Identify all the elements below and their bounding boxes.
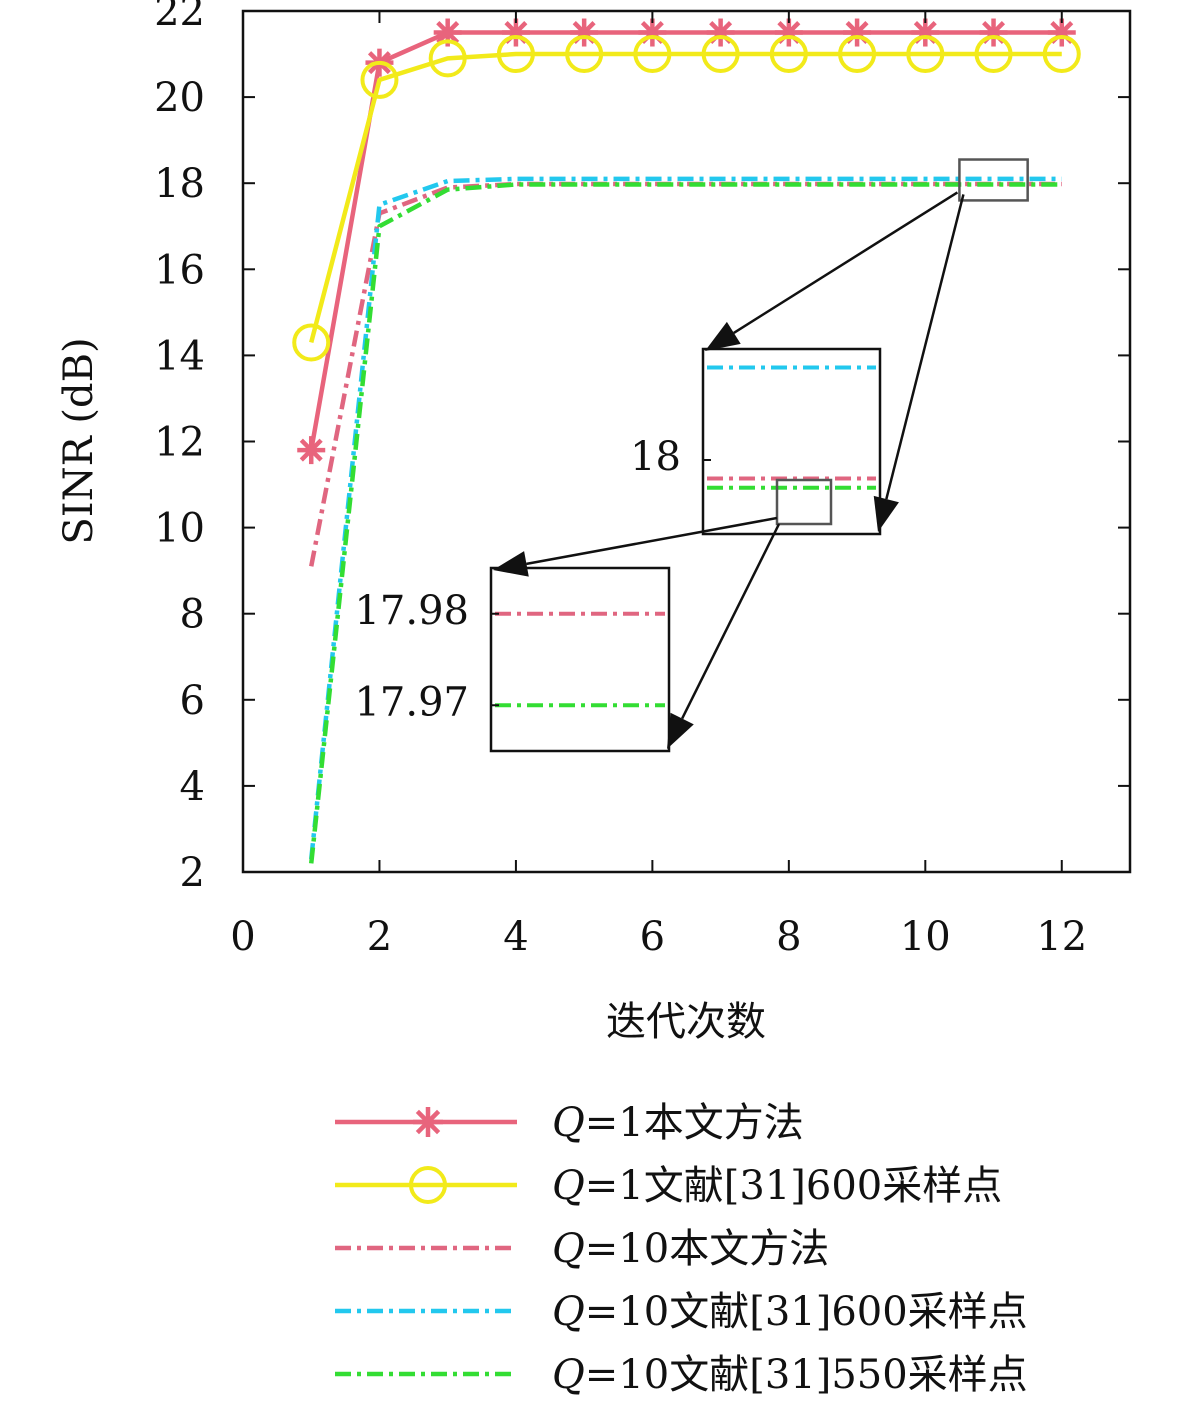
axis-ticks-group (242, 10, 1130, 873)
legend-label-text: =1本文方法 (585, 1100, 804, 1146)
legend-item-4: Q=10文献[31]600采样点 (335, 1289, 1028, 1335)
asterisk-marker-stroke (415, 1109, 441, 1135)
legend-label: Q=10本文方法 (552, 1226, 829, 1272)
series-line-1 (309, 30, 1062, 451)
y-tick-label: 22 (154, 0, 205, 35)
y-tick-label: 20 (154, 75, 205, 121)
zoom-inset-2-box (489, 566, 671, 753)
legend-label: Q=10文献[31]600采样点 (552, 1289, 1028, 1335)
y-tick-label: 14 (154, 333, 205, 379)
legend: Q=1本文方法Q=1文献[31]600采样点Q=10本文方法Q=10文献[31]… (335, 1100, 1028, 1398)
asterisk-marker-stroke (436, 21, 460, 45)
y-tick-label: 8 (180, 592, 205, 638)
x-tick-label: 10 (900, 914, 951, 960)
series-2-point-marker (974, 35, 1013, 74)
legend-label-text: =1文献[31]600采样点 (585, 1163, 1002, 1209)
legend-label-text: =10文献[31]600采样点 (585, 1289, 1028, 1335)
legend-circle-marker (409, 1166, 447, 1204)
y-tick-label: 16 (154, 247, 205, 293)
legend-label-text: =10本文方法 (585, 1226, 829, 1272)
zoom-arrow (493, 516, 778, 577)
zoom-arrow (667, 523, 781, 749)
legend-label: Q=1本文方法 (552, 1100, 804, 1146)
legend-label-text: =10文献[31]550采样点 (585, 1352, 1028, 1398)
series-2-point-marker (292, 323, 331, 362)
x-tick-label: 6 (640, 914, 665, 960)
y-tick-label: 6 (180, 678, 205, 724)
legend-label: Q=1文献[31]600采样点 (552, 1163, 1002, 1209)
y-tick-label: 18 (154, 161, 205, 207)
zoom-arrow-shaft (681, 523, 781, 720)
zoom-arrow (705, 191, 959, 351)
series-line-4 (308, 176, 1062, 860)
series-2-point-marker (428, 39, 467, 78)
zoom-arrow-head (493, 551, 529, 577)
legend-item-1: Q=1本文方法 (335, 1100, 804, 1146)
legend-item-5: Q=10文献[31]550采样点 (335, 1352, 1028, 1398)
x-tick-label: 4 (503, 914, 528, 960)
legend-label-variable: Q (552, 1289, 585, 1335)
legend-label-variable: Q (552, 1226, 585, 1272)
series-2-point-marker (360, 60, 399, 99)
series-2-point-marker (1042, 35, 1081, 74)
x-tick-label: 2 (367, 914, 392, 960)
zoom-arrow-shaft (885, 194, 965, 500)
series-1-point-marker (297, 436, 326, 465)
zoom-arrow-shaft (526, 516, 778, 566)
y-axis-title: SINR (dB) (56, 337, 102, 544)
legend-label-variable: Q (552, 1100, 585, 1146)
y-tick-label: 2 (180, 850, 205, 896)
plot-frame (241, 9, 1132, 874)
y-tick-label: 4 (180, 764, 205, 810)
legend-label-variable: Q (552, 1352, 585, 1398)
series-2-point-marker (701, 35, 740, 74)
zoom-arrow (873, 194, 965, 532)
series-2-point-marker (496, 35, 535, 74)
zoom-arrow-head (873, 495, 899, 532)
legend-asterisk-marker (413, 1107, 443, 1137)
series-2-point-marker (633, 35, 672, 74)
series-line-2 (309, 51, 1062, 344)
zoom-annotations-group: 18 17.98 17.97 (354, 158, 1029, 753)
y-tick-label: 12 (154, 420, 205, 466)
zoom-inset-1-tick-label: 18 (630, 434, 681, 480)
series-2-point-marker (906, 35, 945, 74)
zoom-arrow-head (705, 321, 741, 351)
series-2-point-marker (838, 35, 877, 74)
y-tick-label: 10 (154, 506, 205, 552)
asterisk-marker-stroke (299, 438, 323, 462)
zoom-inset-1-box (701, 347, 882, 536)
zoom-source-box (958, 158, 1029, 202)
plot-markers-group (292, 18, 1081, 465)
zoom-inset-2-tick-label: 17.98 (354, 588, 469, 634)
x-tick-label: 12 (1036, 914, 1087, 960)
series-line-3 (309, 181, 1062, 567)
legend-item-2: Q=1文献[31]600采样点 (335, 1163, 1002, 1209)
x-tick-label: 0 (230, 914, 255, 960)
legend-item-3: Q=10本文方法 (335, 1226, 829, 1272)
zoom-arrow-head (667, 712, 694, 749)
x-tick-label: 8 (776, 914, 801, 960)
zoom-inset-1-source-box (775, 478, 833, 526)
legend-label-variable: Q (552, 1163, 585, 1209)
series-line-5 (308, 182, 1062, 864)
zoom-inset-2-tick-label: 17.97 (354, 679, 469, 725)
x-axis-title: 迭代次数 (606, 999, 766, 1045)
zoom-arrow-shaft (733, 191, 959, 334)
series-2-point-marker (565, 35, 604, 74)
series-2-point-marker (769, 35, 808, 74)
plot-series-group (308, 30, 1062, 864)
legend-label: Q=10文献[31]550采样点 (552, 1352, 1028, 1398)
